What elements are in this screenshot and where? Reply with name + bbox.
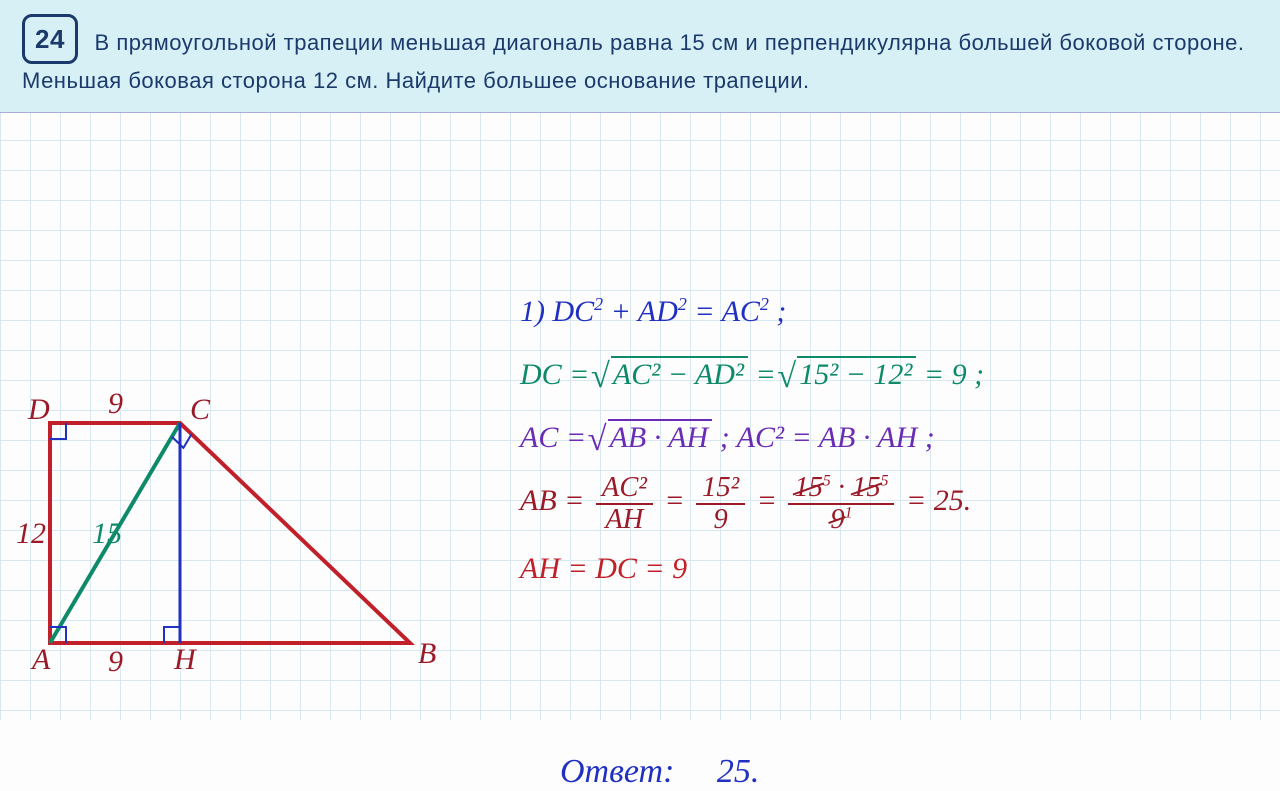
svg-text:A: A — [30, 643, 51, 676]
work-line-1: 1) DC2 + AD2 = AC2 ; — [520, 283, 1250, 340]
t: · — [838, 472, 845, 503]
fraction: AC² AH — [592, 473, 657, 535]
t: ; — [776, 295, 786, 328]
t: 5 — [823, 472, 831, 489]
t: 15² — [696, 473, 745, 505]
answer-value: 25. — [717, 753, 760, 790]
svg-text:12: 12 — [16, 517, 46, 550]
t: = 9 ; — [924, 358, 984, 391]
t: = 25. — [906, 484, 971, 517]
sqrt: AB · AH — [594, 409, 713, 466]
svg-text:H: H — [173, 643, 198, 676]
t: AC² — [596, 473, 653, 505]
svg-text:D: D — [27, 393, 50, 426]
problem-number: 24 — [22, 14, 78, 64]
t: 15² − 12² — [797, 356, 916, 391]
t: 91 — [788, 505, 894, 535]
work-line-3: AC = AB · AH ; AC² = AB · AH ; — [520, 409, 1250, 466]
vertex-labels: A B C D H — [27, 393, 436, 676]
sqrt: 15² − 12² — [783, 346, 916, 403]
answer-line: Ответ: 25. — [560, 753, 759, 791]
answer-label: Ответ: — [560, 753, 674, 790]
t: = — [664, 484, 692, 517]
work-line-2: DC = AC² − AD² = 15² − 12² = 9 ; — [520, 346, 1250, 403]
t: AC² = AB · AH ; — [737, 421, 935, 454]
solution-work: 1) DC2 + AD2 = AC2 ; DC = AC² − AD² = 15… — [520, 283, 1250, 603]
problem-header: 24 В прямоугольной трапеции меньшая диаг… — [0, 0, 1280, 113]
t: AB · AH — [608, 419, 713, 454]
t: 15 — [794, 473, 823, 503]
svg-text:B: B — [418, 637, 436, 670]
svg-text:15: 15 — [92, 517, 122, 550]
fraction: 155 · 155 91 — [784, 473, 898, 535]
t: = AC — [694, 295, 760, 328]
t: 5 — [881, 472, 889, 489]
t: + AD — [611, 295, 678, 328]
svg-text:9: 9 — [108, 387, 123, 420]
t: 1) DC — [520, 295, 594, 328]
t: AH = DC = 9 — [520, 552, 687, 585]
t: 155 · 155 — [788, 473, 894, 505]
t: 9 — [830, 505, 844, 535]
work-line-4: AB = AC² AH = 15² 9 = 155 · 155 91 — [520, 472, 1250, 534]
svg-text:C: C — [190, 393, 211, 426]
t: AH — [596, 505, 653, 535]
svg-text:9: 9 — [108, 645, 123, 678]
t: ; — [720, 421, 737, 454]
problem-text: В прямоугольной трапеции меньшая диагона… — [22, 30, 1245, 93]
t: = — [757, 484, 785, 517]
sqrt: AC² − AD² — [597, 346, 748, 403]
fraction: 15² 9 — [692, 473, 749, 535]
t: 9 — [696, 505, 745, 535]
side-labels: 12 15 9 9 — [16, 387, 123, 678]
t: 15 — [852, 473, 881, 503]
t: AC² − AD² — [611, 356, 748, 391]
t: AC = — [520, 421, 594, 454]
t: 1 — [845, 504, 853, 521]
t: DC = — [520, 358, 597, 391]
work-line-5: AH = DC = 9 — [520, 540, 1250, 597]
t: AB = — [520, 484, 592, 517]
trapezoid-diagram: A B C D H 12 15 9 9 — [10, 363, 470, 703]
